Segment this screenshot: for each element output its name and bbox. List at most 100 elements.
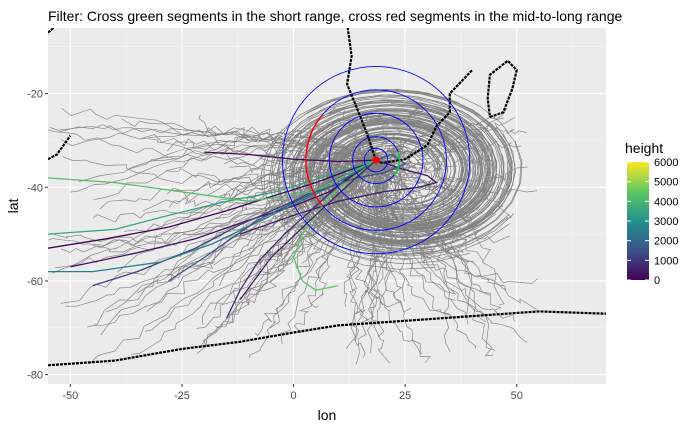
trajectory-filtered <box>226 159 377 319</box>
legend-tick-label: 5000 <box>654 177 678 189</box>
trajectory-gray-loop <box>283 104 511 260</box>
x-tick-label: -50 <box>62 390 78 402</box>
trajectory-gray-loop <box>325 132 448 224</box>
trajectory-filtered <box>239 159 377 301</box>
trajectory-gray <box>58 124 377 163</box>
x-tick-label: 0 <box>290 390 296 402</box>
trajectory-gray-loop <box>303 117 497 247</box>
chart-title: Filter: Cross green segments in the shor… <box>48 8 622 24</box>
coastlines <box>48 28 606 367</box>
grid-major <box>48 28 606 384</box>
trajectory-gray <box>48 159 377 249</box>
trajectory-gray-loop <box>327 134 450 230</box>
trajectory-filtered <box>239 159 438 235</box>
range-ring <box>328 112 424 208</box>
trajectory-gray <box>61 107 377 161</box>
trajectory-gray-loop <box>318 127 456 206</box>
trajectory-gray-loop <box>292 110 510 255</box>
source-point <box>372 156 380 164</box>
legend-tick-label: 3000 <box>654 216 678 228</box>
trajectory-gray <box>93 141 377 201</box>
trajectory-gray <box>354 159 384 341</box>
trajectory-gray-loop <box>351 149 469 214</box>
trajectory-gray-loop <box>309 121 512 243</box>
trajectory-gray-loop <box>340 112 479 221</box>
y-axis-ticks: -80 -60 -40 -20 <box>27 89 48 382</box>
trajectory-gray <box>366 159 381 353</box>
range-ring <box>363 147 389 173</box>
trajectory-gray <box>375 159 515 322</box>
legend-tick-label: 0 <box>654 275 660 287</box>
trajectory-gray-loop <box>268 94 505 270</box>
y-tick-label: -20 <box>27 89 43 101</box>
trajectory-gray-loop <box>278 101 496 262</box>
trajectory-gray-loop <box>331 136 489 228</box>
legend-ticks: 0 1000 2000 3000 4000 5000 6000 <box>627 157 678 287</box>
x-axis-ticks: -50 -25 0 25 50 <box>62 384 523 402</box>
trajectory-gray-loop <box>303 115 474 217</box>
coastline <box>48 28 56 34</box>
trajectory-gray-loop <box>348 148 470 216</box>
trajectory-gray-loop <box>335 139 439 225</box>
trajectory-gray-loop <box>290 109 484 224</box>
x-tick-label: -25 <box>174 390 190 402</box>
coastline <box>48 135 72 161</box>
trajectory-filtered <box>92 159 377 287</box>
trajectory-gray <box>370 159 392 236</box>
range-rings <box>281 65 471 255</box>
trajectory-gray <box>372 159 474 262</box>
x-tick-label: 25 <box>399 390 411 402</box>
y-tick-label: -60 <box>27 276 43 288</box>
legend-tick-label: 1000 <box>654 255 678 267</box>
trajectory-gray-loop <box>282 103 491 229</box>
trajectory-gray <box>375 160 528 343</box>
trajectory-gray-loop <box>343 126 477 220</box>
trajectory-gray-loop <box>304 118 516 246</box>
trajectory-gray <box>214 159 377 311</box>
coastline <box>345 28 473 165</box>
y-axis-title: lat <box>5 199 21 214</box>
trajectory-gray-loop <box>298 93 522 250</box>
trajectory-gray-loop <box>337 141 436 224</box>
trajectory-filtered <box>48 159 377 202</box>
coastline <box>48 310 606 367</box>
trajectory-filtered <box>292 159 377 291</box>
coastline <box>486 59 518 119</box>
trajectory-gray <box>348 159 377 358</box>
legend-tick-label: 6000 <box>654 157 678 169</box>
legend-tick-label: 2000 <box>654 236 678 248</box>
trajectory-gray-loop <box>273 97 501 235</box>
trajectory-filtered <box>48 159 377 249</box>
trajectory-gray-loop <box>308 120 498 244</box>
red-arc-segment <box>305 114 323 206</box>
range-ring <box>281 65 471 255</box>
trajectory-gray-loop <box>260 88 513 244</box>
trajectory-gray-loop <box>306 94 505 238</box>
trajectory-gray <box>228 159 377 315</box>
trajectory-filtered <box>204 151 377 163</box>
filtered-trajectories <box>48 151 438 319</box>
legend-tick-label: 4000 <box>654 196 678 208</box>
y-tick-label: -80 <box>27 370 43 382</box>
trajectory-gray-loop <box>292 99 497 233</box>
green-arc-segment <box>393 151 401 176</box>
trajectory-gray-loop <box>305 118 516 245</box>
trajectory-gray-loop <box>290 109 508 255</box>
trajectory-gray-loop <box>309 122 479 243</box>
trajectory-filtered <box>48 159 377 235</box>
y-tick-label: -40 <box>27 182 43 194</box>
trajectory-gray-loop <box>306 120 494 245</box>
legend-colorbar <box>627 162 649 280</box>
trajectory-gray <box>121 118 377 161</box>
x-tick-label: 50 <box>511 390 523 402</box>
trajectory-gray-loop <box>270 96 503 237</box>
legend: height 0 1000 2000 3000 4000 5000 6000 <box>625 140 678 287</box>
trajectory-gray-loop <box>310 109 483 224</box>
trajectory-gray <box>254 160 377 337</box>
trajectory-gray-loop <box>292 110 481 254</box>
legend-title: height <box>625 140 663 156</box>
trajectory-gray <box>374 159 487 323</box>
trajectory-gray-loop <box>288 107 515 257</box>
x-axis-title: lon <box>318 407 337 423</box>
